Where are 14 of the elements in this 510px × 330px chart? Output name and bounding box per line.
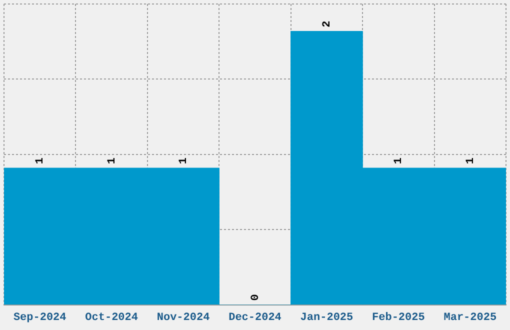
x-tick-label: Sep-2024 [13,312,67,324]
data-label: 1 [106,157,118,164]
data-label: 1 [393,157,406,164]
x-tick-label: Dec-2024 [228,312,282,324]
data-label: 0 [250,294,262,301]
data-label: 1 [464,157,477,164]
x-tick-label: Oct-2024 [85,312,138,324]
data-label: 2 [321,20,334,28]
data-label: 1 [34,157,47,164]
x-tick-label: Feb-2025 [372,312,426,324]
data-label: 1 [178,157,190,164]
x-tick-label: Jan-2025 [300,312,354,324]
x-tick-label: Nov-2024 [156,312,210,324]
x-tick-label: Mar-2025 [444,312,497,324]
